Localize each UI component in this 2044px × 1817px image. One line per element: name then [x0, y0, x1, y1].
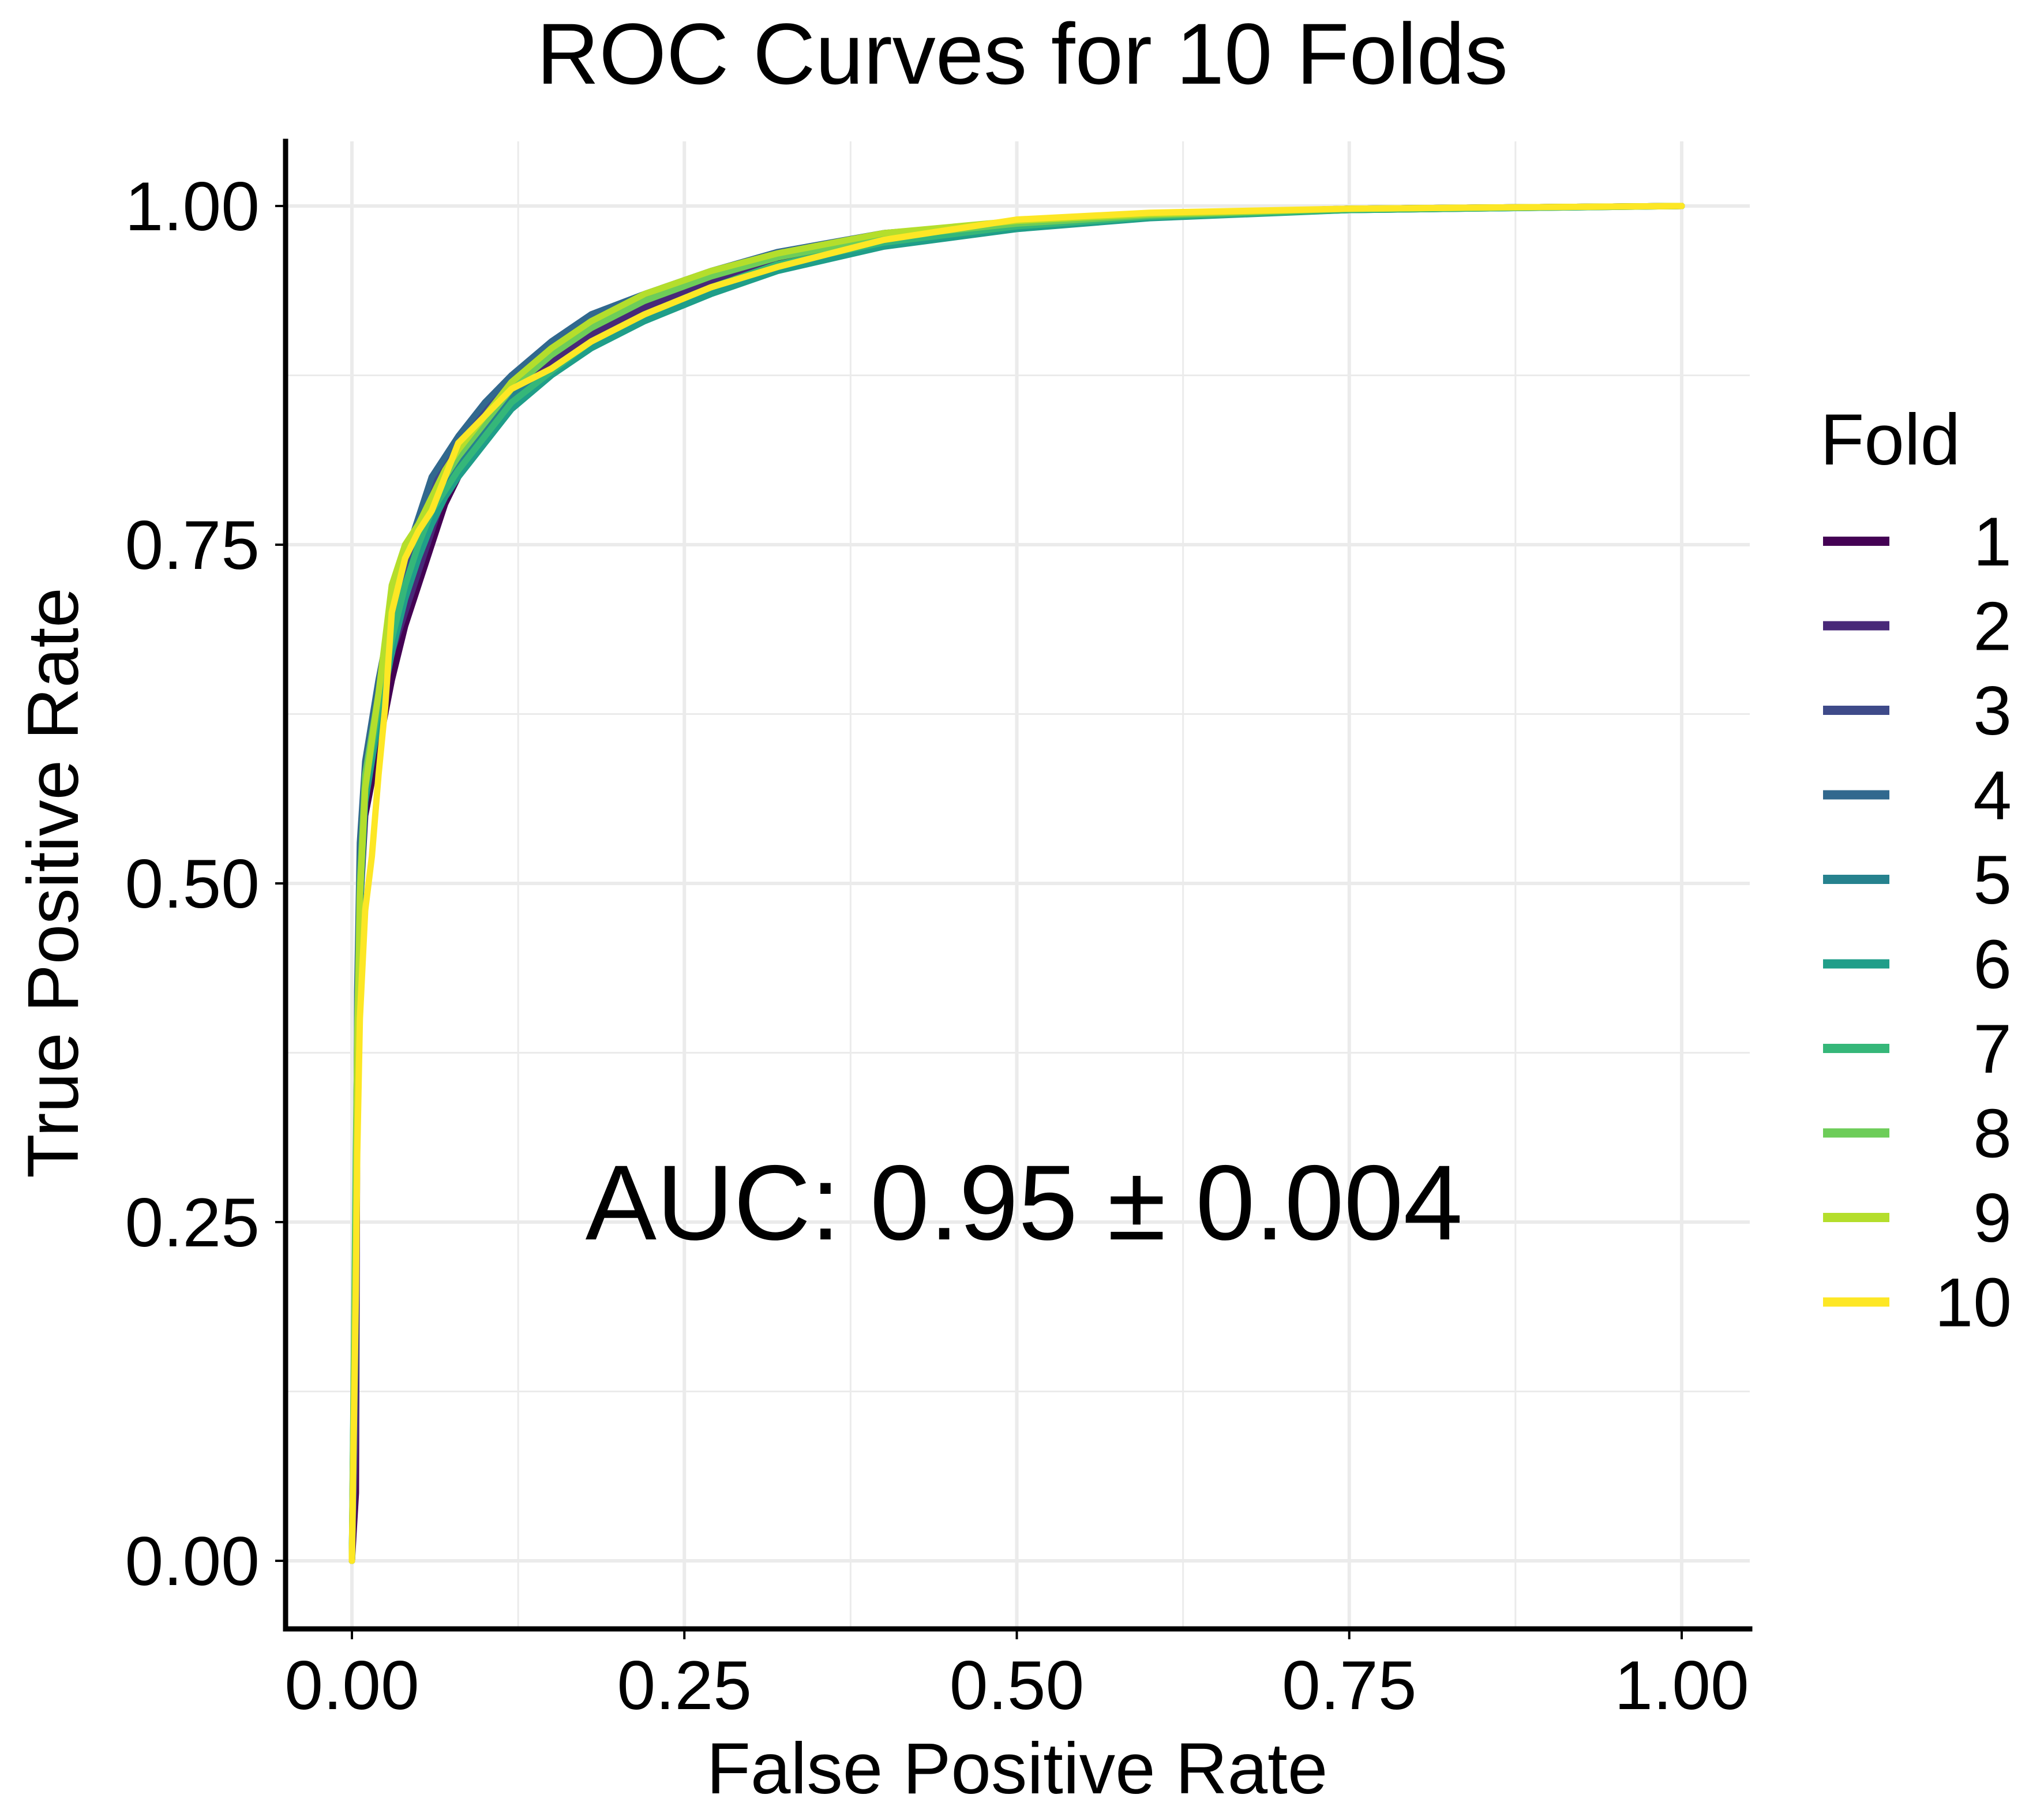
x-tick-label-2: 0.50 [950, 1647, 1085, 1724]
x-tick-label-0: 0.00 [284, 1647, 419, 1724]
legend-label-fold-10: 10 [1935, 1264, 2012, 1342]
y-tick-label-4: 1.00 [125, 168, 260, 245]
roc-series [348, 203, 1685, 1564]
y-axis-label: True Positive Rate [13, 587, 93, 1178]
legend-label-fold-4: 4 [1973, 757, 2012, 834]
legend-label-fold-7: 7 [1973, 1010, 2012, 1088]
y-tick-label-1: 0.25 [125, 1184, 260, 1261]
legend-label-fold-1: 1 [1973, 503, 2012, 580]
roc-line-fold-10 [348, 203, 1685, 1564]
legend-label-fold-3: 3 [1973, 672, 2012, 750]
y-axis-ticks: 0.00 0.25 0.50 0.75 1.00 [125, 168, 286, 1600]
legend-label-fold-2: 2 [1973, 588, 2012, 665]
x-tick-label-1: 0.25 [617, 1647, 752, 1724]
y-tick-label-3: 0.75 [125, 507, 260, 584]
legend-label-fold-5: 5 [1973, 841, 2012, 919]
chart-title: ROC Curves for 10 Folds [537, 5, 1508, 102]
x-axis-ticks: 0.00 0.25 0.50 0.75 1.00 [284, 1629, 1749, 1724]
x-axis-label: False Positive Rate [707, 1729, 1328, 1809]
legend-title: Fold [1820, 400, 1960, 480]
legend-label-fold-6: 6 [1973, 926, 2012, 1003]
auc-annotation: AUC: 0.95 ± 0.004 [586, 1144, 1463, 1262]
legend-label-fold-8: 8 [1973, 1095, 2012, 1172]
y-tick-label-0: 0.00 [125, 1523, 260, 1600]
grid-major [286, 141, 1750, 1629]
x-tick-label-4: 1.00 [1614, 1647, 1749, 1724]
y-tick-label-2: 0.50 [125, 845, 260, 923]
legend-label-fold-9: 9 [1973, 1179, 2012, 1257]
x-tick-label-3: 0.75 [1282, 1647, 1417, 1724]
